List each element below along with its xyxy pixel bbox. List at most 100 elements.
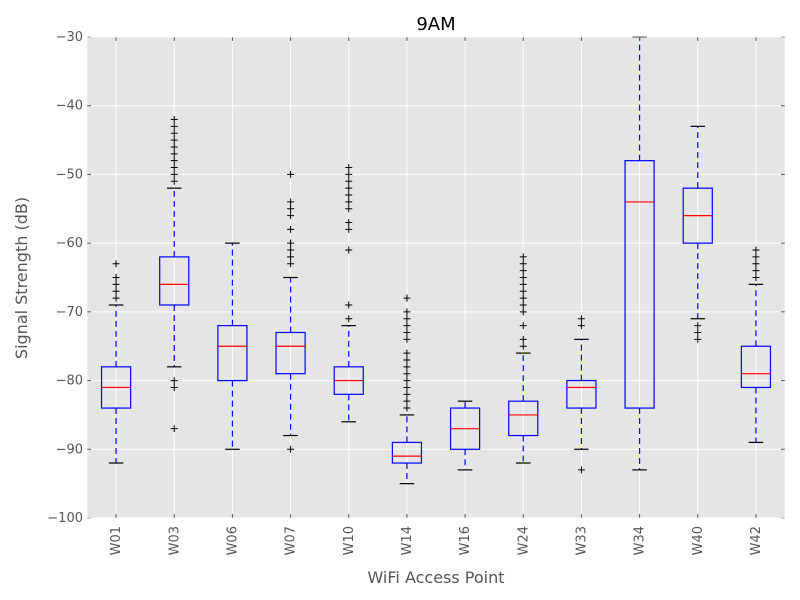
outlier-marker bbox=[519, 274, 527, 281]
y-tick-label: −80 bbox=[56, 374, 83, 389]
outlier-marker bbox=[345, 225, 353, 233]
outlier-marker bbox=[170, 122, 178, 130]
y-tick-label: −60 bbox=[56, 236, 83, 251]
iqr-box bbox=[275, 331, 306, 375]
outlier-marker bbox=[403, 322, 411, 330]
outlier-marker bbox=[519, 308, 527, 316]
x-axis: W01 W03 W06 W07 W10 W14 W16 W24 W33 W34 W40 W42 bbox=[109, 37, 764, 555]
outlier-marker bbox=[287, 198, 295, 206]
outlier-marker bbox=[752, 253, 760, 261]
iqr-box bbox=[740, 345, 772, 389]
box-w01 bbox=[100, 260, 132, 464]
outlier-marker bbox=[403, 308, 411, 316]
outlier-marker bbox=[403, 383, 411, 391]
outlier-marker bbox=[577, 322, 585, 330]
outlier-marker bbox=[170, 129, 178, 137]
outlier-marker bbox=[519, 301, 527, 309]
x-tick-label: W14 bbox=[400, 526, 415, 555]
outlier-marker bbox=[345, 164, 353, 172]
outlier-marker bbox=[345, 315, 353, 323]
outlier-marker bbox=[287, 445, 295, 453]
outlier-marker bbox=[170, 115, 178, 123]
outlier-marker bbox=[170, 170, 178, 178]
x-tick-label: W40 bbox=[691, 526, 706, 555]
iqr-box bbox=[508, 400, 539, 437]
outlier-marker bbox=[287, 212, 295, 220]
x-tick-label: W34 bbox=[633, 526, 648, 555]
box-w24 bbox=[508, 253, 539, 464]
outlier-marker bbox=[577, 315, 585, 323]
outlier-marker bbox=[519, 322, 527, 330]
outlier-marker bbox=[287, 225, 295, 233]
outlier-marker bbox=[403, 349, 411, 357]
x-tick-label: W16 bbox=[458, 526, 473, 555]
outlier-marker bbox=[403, 397, 411, 405]
y-tick-label: −100 bbox=[47, 511, 83, 526]
x-axis-title: WiFi Access Point bbox=[367, 568, 504, 587]
outlier-marker bbox=[345, 191, 353, 199]
outlier-marker bbox=[403, 328, 411, 336]
outlier-marker bbox=[694, 322, 702, 330]
plot-frame bbox=[86, 36, 786, 519]
outlier-marker bbox=[694, 335, 702, 343]
outlier-marker bbox=[170, 377, 178, 385]
iqr-box bbox=[391, 441, 423, 464]
outlier-marker bbox=[752, 246, 760, 254]
outlier-marker bbox=[752, 260, 760, 268]
outlier-marker bbox=[287, 205, 295, 213]
x-tick-label: W01 bbox=[109, 526, 124, 555]
box-w03 bbox=[159, 115, 190, 433]
y-tick-label: −40 bbox=[56, 99, 83, 114]
y-axis: −100 −90 −80 −70 −60 −50 −40 −30 bbox=[47, 30, 785, 526]
x-tick-label: W24 bbox=[516, 526, 531, 555]
outlier-marker bbox=[752, 267, 760, 275]
outlier-marker bbox=[403, 390, 411, 398]
outlier-marker bbox=[112, 260, 120, 268]
outlier-marker bbox=[519, 253, 527, 261]
box-w06 bbox=[217, 242, 248, 450]
outlier-marker bbox=[403, 356, 411, 364]
y-tick-label: −90 bbox=[56, 442, 83, 457]
outlier-marker bbox=[170, 425, 178, 433]
x-tick-label: W07 bbox=[284, 526, 299, 555]
outlier-marker bbox=[345, 301, 353, 309]
outlier-marker bbox=[519, 335, 527, 343]
plot-area bbox=[87, 37, 785, 518]
box-w33 bbox=[566, 315, 597, 474]
outlier-marker bbox=[112, 294, 120, 302]
outlier-marker bbox=[345, 170, 353, 178]
iqr-box bbox=[624, 160, 655, 409]
outlier-marker bbox=[287, 253, 295, 261]
x-tick-label: W06 bbox=[225, 526, 240, 555]
box-w42 bbox=[740, 246, 772, 444]
outlier-marker bbox=[170, 157, 178, 165]
outlier-marker bbox=[112, 274, 120, 281]
outlier-marker bbox=[170, 143, 178, 151]
outlier-marker bbox=[345, 219, 353, 227]
outlier-marker bbox=[170, 150, 178, 158]
outlier-marker bbox=[287, 260, 295, 268]
outlier-marker bbox=[112, 287, 120, 295]
outlier-marker bbox=[403, 363, 411, 371]
x-tick-label: W10 bbox=[342, 526, 357, 555]
outlier-marker bbox=[345, 177, 353, 185]
outlier-marker bbox=[403, 315, 411, 323]
box-w16 bbox=[449, 400, 481, 471]
outlier-marker bbox=[403, 294, 411, 302]
outlier-marker bbox=[403, 377, 411, 385]
box-series bbox=[100, 36, 772, 485]
outlier-marker bbox=[170, 177, 178, 185]
outlier-marker bbox=[519, 342, 527, 350]
outlier-marker bbox=[170, 164, 178, 172]
y-tick-label: −70 bbox=[56, 305, 83, 320]
outlier-marker bbox=[519, 267, 527, 275]
outlier-marker bbox=[112, 280, 120, 288]
outlier-marker bbox=[287, 239, 295, 247]
outlier-marker bbox=[170, 136, 178, 144]
x-tick-label: W03 bbox=[167, 526, 182, 555]
box-w40 bbox=[682, 125, 713, 343]
y-axis-title: Signal Strength (dB) bbox=[12, 197, 31, 359]
iqr-box bbox=[217, 325, 248, 382]
outlier-marker bbox=[403, 370, 411, 378]
iqr-box bbox=[566, 379, 597, 409]
